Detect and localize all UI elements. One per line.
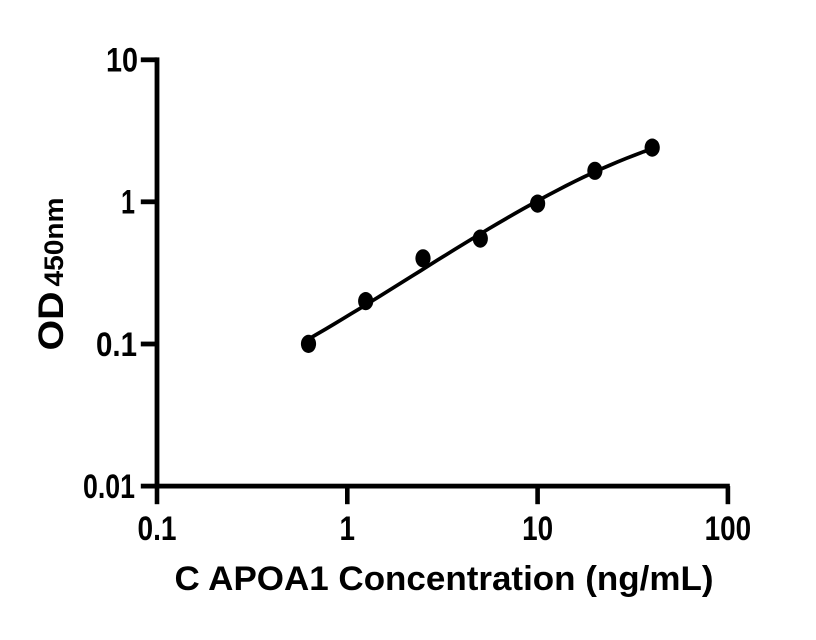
svg-text:OD: OD [32, 292, 71, 351]
svg-text:1: 1 [121, 184, 135, 222]
svg-text:450nm: 450nm [39, 198, 69, 287]
svg-text:C APOA1 Concentration (ng/mL): C APOA1 Concentration (ng/mL) [175, 560, 714, 598]
svg-text:10: 10 [106, 42, 138, 80]
svg-text:0.1: 0.1 [96, 326, 137, 364]
svg-text:0.1: 0.1 [138, 510, 177, 548]
svg-text:100: 100 [705, 510, 752, 548]
svg-text:1: 1 [340, 510, 356, 548]
svg-text:10: 10 [522, 510, 553, 548]
svg-text:0.01: 0.01 [83, 468, 135, 506]
